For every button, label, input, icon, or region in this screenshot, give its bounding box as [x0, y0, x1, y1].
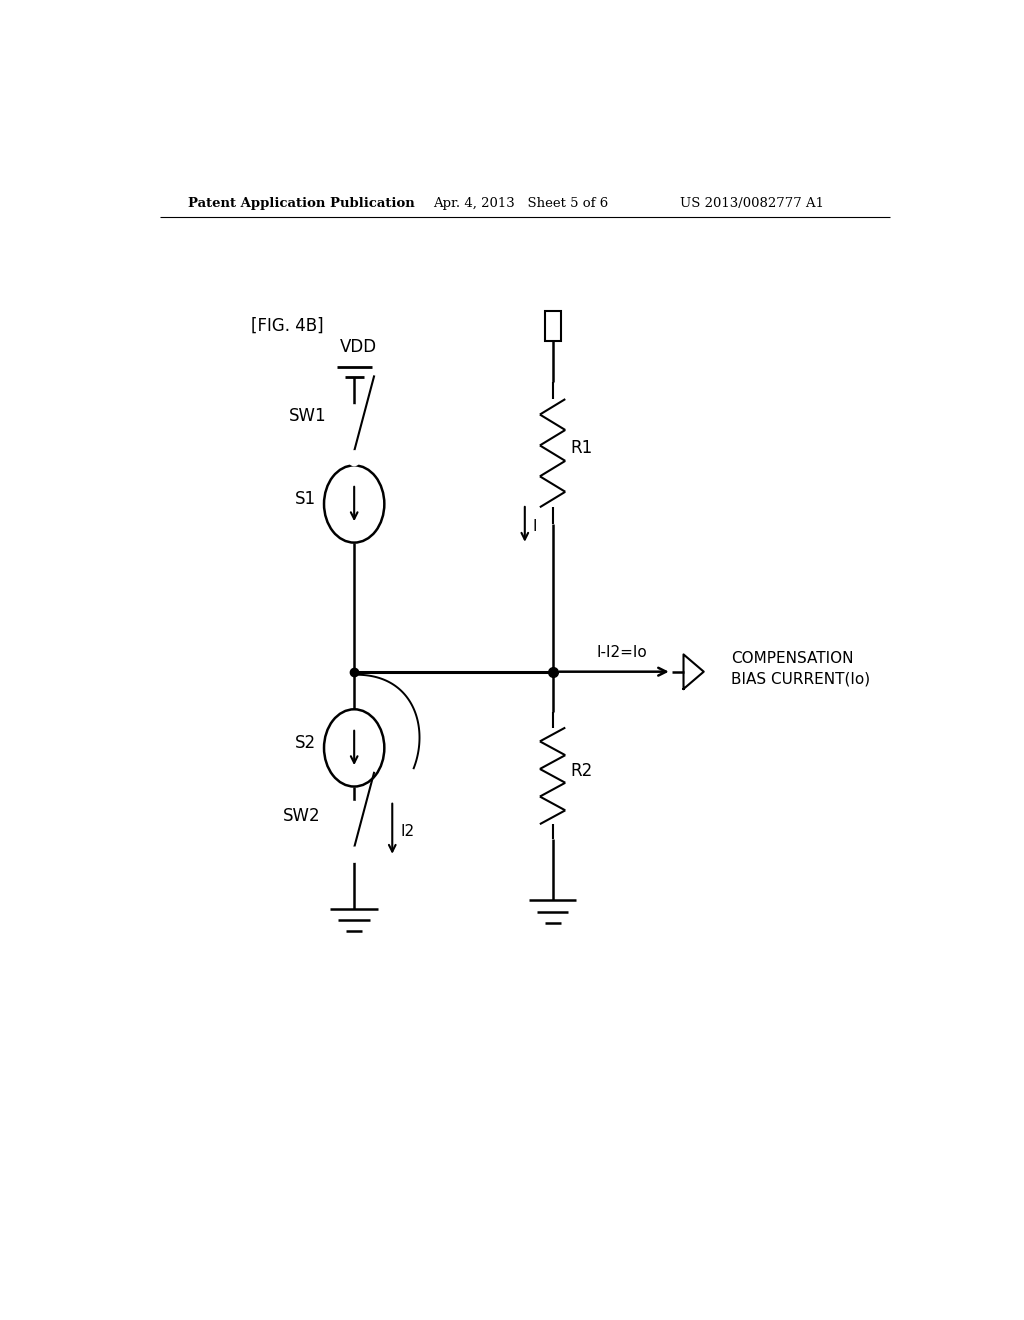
Circle shape: [348, 405, 359, 420]
Text: US 2013/0082777 A1: US 2013/0082777 A1: [680, 197, 823, 210]
Text: [FIG. 4B]: [FIG. 4B]: [251, 317, 324, 335]
Text: COMPENSATION
BIAS CURRENT(Io): COMPENSATION BIAS CURRENT(Io): [731, 651, 870, 686]
Circle shape: [348, 847, 359, 862]
Text: I-I2=Io: I-I2=Io: [597, 645, 647, 660]
Text: Apr. 4, 2013   Sheet 5 of 6: Apr. 4, 2013 Sheet 5 of 6: [433, 197, 609, 210]
Text: SW2: SW2: [283, 807, 321, 825]
Text: S1: S1: [295, 490, 315, 508]
Text: I2: I2: [400, 824, 415, 840]
Circle shape: [348, 801, 359, 816]
Text: VDD: VDD: [340, 338, 377, 355]
Text: Patent Application Publication: Patent Application Publication: [187, 197, 415, 210]
Text: I: I: [532, 519, 538, 533]
Circle shape: [348, 451, 359, 466]
Text: SW1: SW1: [289, 407, 327, 425]
Bar: [545, 312, 560, 342]
Text: R1: R1: [570, 440, 592, 457]
Text: R2: R2: [570, 762, 592, 780]
Text: S2: S2: [295, 734, 315, 752]
